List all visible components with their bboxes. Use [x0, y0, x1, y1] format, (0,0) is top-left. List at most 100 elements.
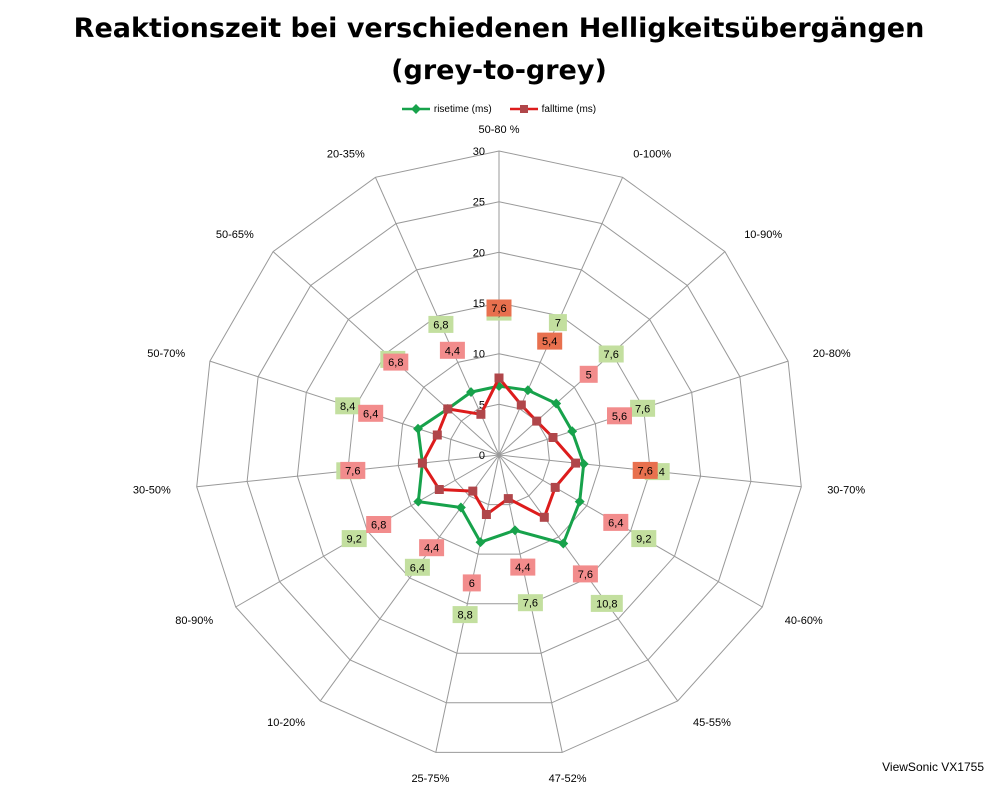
falltime-label-10-90-text: 5	[586, 369, 592, 381]
risetime-label-10-90-bg	[598, 345, 624, 363]
falltime-label-30-50-text: 7,6	[345, 465, 360, 477]
falltime-label-50-80-bg	[486, 299, 512, 317]
falltime-label-0-100-text: 5,4	[542, 336, 557, 348]
risetime-label-20-35-bg	[428, 315, 454, 333]
falltime-label-40-60-bg	[603, 513, 629, 531]
falltime-label-40-60: 6,4	[603, 513, 629, 531]
falltime-label-25-75-bg	[462, 574, 481, 592]
falltime-label-30-50: 7,6	[340, 461, 366, 479]
legend-entry-falltime: falltime (ms)	[509, 104, 596, 115]
falltime-label-40-60-text: 6,4	[608, 517, 623, 529]
series-falltime	[417, 373, 581, 522]
falltime-point-45-55	[539, 512, 549, 522]
falltime-point-47-52	[503, 494, 513, 504]
radial-tick-label-30: 30	[473, 146, 485, 158]
falltime-label-80-90-text: 6,8	[371, 520, 386, 532]
falltime-label-10-90-bg	[579, 365, 598, 383]
risetime-label-10-20: 6,4	[404, 558, 430, 576]
falltime-label-25-75-text: 6	[469, 578, 475, 590]
falltime-point-20-35	[476, 409, 486, 419]
category-label-10-90: 10-90%	[744, 229, 782, 241]
falltime-point-50-80	[494, 373, 504, 383]
falltime-label-25-75: 6	[462, 574, 481, 592]
radial-tick-label-5: 5	[479, 399, 485, 411]
risetime-point-30-70	[578, 458, 589, 469]
risetime-label-0-100-text: 7	[555, 318, 561, 330]
radial-tick-label-20: 20	[473, 247, 485, 259]
category-label-30-50: 30-50%	[133, 485, 171, 497]
category-label-25-75: 25-75%	[411, 773, 449, 785]
risetime-point-20-80	[567, 426, 578, 437]
risetime-label-45-55: 10,8	[590, 594, 623, 612]
falltime-point-30-70	[571, 458, 581, 468]
falltime-label-50-80: 7,6	[486, 299, 512, 317]
risetime-label-20-80: 7,6	[630, 399, 656, 417]
falltime-point-80-90	[434, 485, 444, 494]
legend-fall-line-icon	[509, 105, 538, 113]
series-line-risetime	[416, 384, 586, 545]
risetime-label-20-80-text: 7,6	[635, 403, 650, 415]
grid-ring-20	[296, 251, 702, 654]
radial-tick-label-10: 10	[473, 349, 485, 361]
category-label-30-70: 30-70%	[827, 485, 865, 497]
grid-ring-30	[196, 150, 802, 753]
risetime-label-10-90-text: 7,6	[604, 349, 619, 361]
risetime-label-45-55-text: 10,8	[596, 598, 617, 610]
risetime-label-20-80-bg	[630, 399, 656, 417]
risetime-label-50-70-text: 8,4	[340, 401, 355, 413]
risetime-point-25-75	[475, 537, 486, 548]
legend: risetime (ms) falltime (ms)	[0, 100, 998, 118]
grid-ring-15	[347, 302, 651, 605]
risetime-label-0-100-bg	[548, 314, 567, 332]
falltime-label-50-80-text: 7,6	[491, 303, 506, 315]
risetime-label-10-90: 7,6	[598, 345, 624, 363]
grid-spoke-40-60	[498, 454, 763, 608]
falltime-point-25-75	[481, 510, 491, 519]
risetime-label-47-52-bg	[517, 594, 543, 612]
falltime-label-45-55-text: 7,6	[578, 569, 593, 581]
falltime-point-20-80	[548, 433, 558, 442]
falltime-point-40-60	[550, 482, 560, 492]
falltime-label-45-55: 7,6	[572, 565, 598, 583]
risetime-label-10-20-bg	[404, 558, 430, 576]
risetime-label-80-90-text: 9,2	[347, 534, 362, 546]
category-label-50-65: 50-65%	[216, 229, 254, 241]
falltime-label-47-52: 4,4	[510, 558, 536, 576]
risetime-label-80-90-bg	[341, 530, 367, 548]
category-label-47-52: 47-52%	[549, 773, 587, 785]
chart-title-line2: (grey-to-grey)	[391, 55, 607, 86]
falltime-label-45-55-bg	[572, 565, 598, 583]
category-label-20-35: 20-35%	[327, 149, 365, 161]
falltime-label-50-70: 6,4	[358, 404, 384, 422]
legend-label-risetime: risetime (ms)	[433, 103, 492, 115]
falltime-label-50-70-bg	[358, 404, 384, 422]
risetime-point-50-70	[413, 423, 423, 434]
radial-tick-label-15: 15	[473, 298, 485, 310]
series-line-falltime	[420, 376, 578, 519]
watermark-label: ViewSonic VX1755	[882, 760, 984, 774]
falltime-label-20-35: 4,4	[439, 341, 465, 359]
risetime-label-47-52-text: 7,6	[523, 598, 538, 610]
radial-tick-label-25: 25	[473, 197, 485, 209]
grid-ring-25	[246, 201, 752, 704]
category-label-40-60: 40-60%	[785, 615, 823, 627]
risetime-label-80-90: 9,2	[341, 530, 367, 548]
falltime-point-0-100	[516, 400, 526, 410]
category-label-20-80: 20-80%	[813, 348, 851, 360]
risetime-point-40-60	[574, 496, 585, 507]
grid-spoke-25-75	[435, 454, 500, 753]
chart-title: Reaktionszeit bei verschiedenen Helligke…	[0, 8, 998, 92]
radar-grid	[196, 150, 802, 753]
risetime-label-0-100: 7	[548, 314, 567, 332]
falltime-point-10-90	[532, 416, 542, 426]
falltime-label-30-70: 7,6	[632, 461, 658, 479]
category-label-0-100: 0-100%	[633, 149, 671, 161]
falltime-label-20-80-text: 5,6	[612, 411, 627, 423]
falltime-label-10-20-text: 4,4	[424, 543, 439, 555]
falltime-label-0-100-bg	[537, 332, 563, 350]
falltime-point-30-50	[417, 458, 427, 468]
data-labels: 6,877,67,68,49,210,87,68,86,49,27,68,46,…	[335, 299, 670, 624]
falltime-label-20-80-bg	[607, 407, 632, 425]
falltime-point-50-70	[432, 430, 442, 440]
